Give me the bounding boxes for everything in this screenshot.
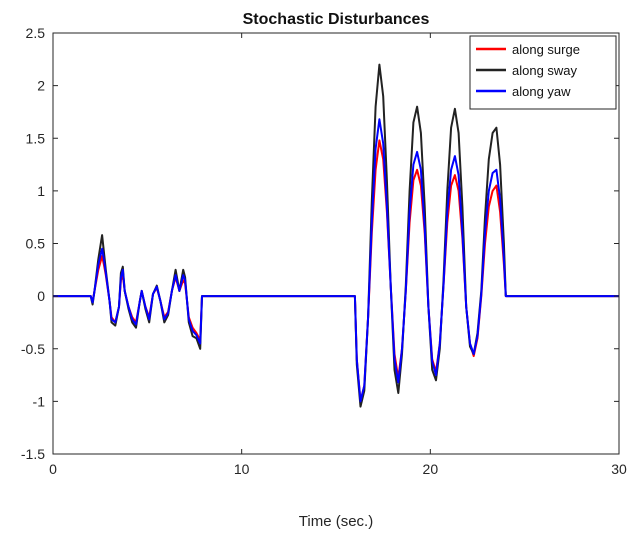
- y-tick-label: 0: [37, 288, 45, 304]
- legend-label: along surge: [512, 42, 580, 57]
- y-axis: -1.5 -1 -0.5 0 0.5 1 1.5 2 2.5: [21, 25, 619, 462]
- y-tick-label: 2.5: [26, 25, 46, 41]
- y-tick-label: 0.5: [26, 236, 46, 252]
- x-tick-label: 10: [234, 461, 250, 477]
- y-tick-label: 2: [37, 78, 45, 94]
- y-tick-label: 1: [37, 183, 45, 199]
- chart-title: Stochastic Disturbances: [243, 11, 430, 28]
- x-tick-label: 20: [423, 461, 439, 477]
- x-axis: 0 10 20 30: [49, 33, 627, 477]
- y-tick-label: -1.5: [21, 446, 45, 462]
- legend-label: along yaw: [512, 84, 571, 99]
- x-tick-label: 0: [49, 461, 57, 477]
- series-line-along-yaw: [53, 118, 619, 403]
- y-tick-label: -0.5: [21, 341, 45, 357]
- y-tick-label: -1: [33, 393, 46, 409]
- legend-label: along sway: [512, 63, 578, 78]
- series-layer: [53, 63, 619, 408]
- legend: along surge along sway along yaw: [469, 35, 617, 110]
- x-axis-label: Time (sec.): [299, 513, 373, 530]
- y-tick-label: 1.5: [26, 130, 46, 146]
- x-tick-label: 30: [611, 461, 627, 477]
